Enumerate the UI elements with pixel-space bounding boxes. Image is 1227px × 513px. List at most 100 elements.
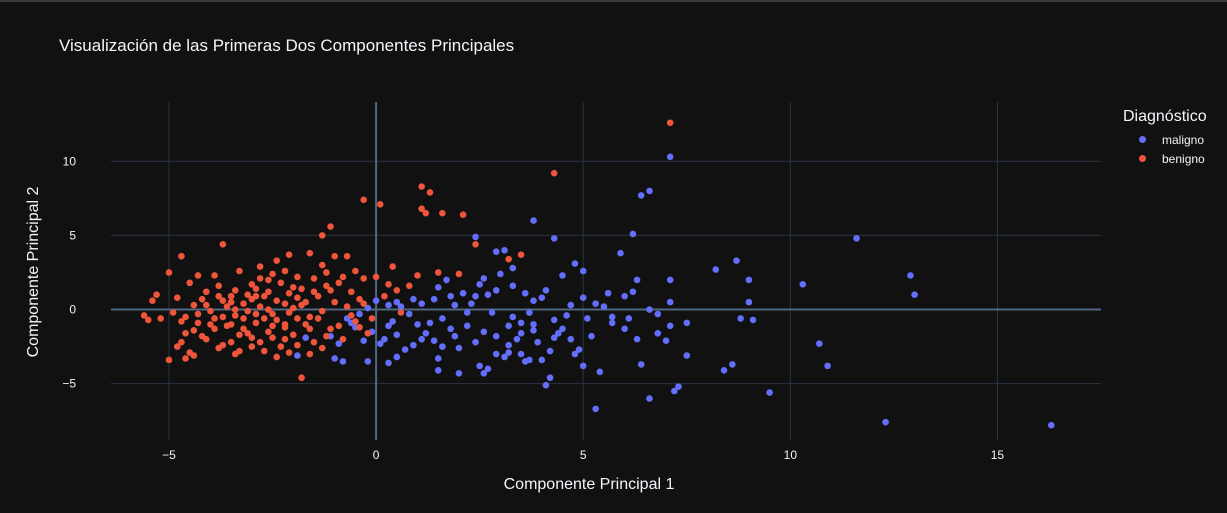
point-maligno	[356, 310, 363, 318]
point-maligno	[463, 322, 471, 330]
x-axis-ticks: −5 0 5 10 15	[162, 448, 1004, 462]
point-maligno	[480, 275, 488, 282]
point-maligno	[476, 362, 483, 370]
point-maligno	[339, 358, 347, 365]
point-maligno	[472, 338, 479, 346]
point-benigno	[269, 322, 276, 330]
point-maligno	[824, 362, 831, 370]
point-benigno	[298, 374, 305, 382]
point-benigno	[215, 344, 222, 352]
point-maligno	[637, 192, 645, 199]
point-maligno	[484, 365, 492, 373]
point-benigno	[173, 294, 181, 301]
point-benigno	[289, 284, 297, 291]
point-benigno	[227, 338, 235, 346]
y-tick-label: 10	[63, 154, 77, 168]
point-benigno	[248, 334, 256, 342]
point-maligno	[434, 355, 442, 362]
point-benigno	[347, 312, 355, 319]
point-benigno	[236, 331, 243, 339]
point-maligno	[546, 347, 554, 355]
point-benigno	[173, 343, 181, 350]
point-benigno	[306, 350, 314, 358]
point-benigno	[265, 306, 272, 313]
point-benigno	[347, 288, 355, 296]
point-benigno	[227, 298, 235, 306]
point-benigno	[356, 295, 363, 303]
point-benigno	[248, 343, 256, 350]
point-benigno	[331, 298, 338, 306]
point-benigno	[265, 276, 272, 284]
point-maligno	[625, 315, 633, 322]
point-benigno	[294, 294, 301, 301]
point-benigno	[223, 303, 231, 310]
point-maligno	[671, 387, 678, 395]
point-maligno	[853, 235, 860, 242]
point-benigno	[190, 352, 198, 359]
point-benigno	[310, 288, 318, 296]
point-benigno	[302, 321, 309, 328]
point-maligno	[385, 322, 392, 330]
point-benigno	[202, 301, 210, 309]
point-maligno	[455, 344, 463, 352]
point-benigno	[169, 309, 177, 316]
point-maligno	[907, 272, 914, 279]
point-maligno	[422, 329, 430, 337]
point-benigno	[269, 334, 276, 342]
point-maligno	[335, 340, 343, 347]
legend-item-maligno[interactable]: maligno	[1123, 130, 1207, 149]
point-benigno	[327, 223, 334, 230]
point-benigno	[244, 307, 251, 315]
point-benigno	[281, 267, 289, 275]
point-maligno	[455, 369, 463, 377]
point-maligno	[592, 300, 599, 307]
point-benigno	[281, 321, 289, 328]
point-benigno	[389, 263, 396, 270]
point-maligno	[745, 276, 753, 284]
point-maligno	[1047, 421, 1055, 429]
point-benigno	[393, 286, 401, 294]
point-benigno	[335, 279, 343, 287]
point-benigno	[277, 279, 285, 287]
point-maligno	[410, 341, 417, 349]
point-benigno	[439, 209, 446, 217]
point-benigno	[273, 316, 280, 324]
point-maligno	[749, 316, 757, 324]
point-maligno	[393, 298, 401, 306]
point-benigno	[310, 338, 318, 346]
point-benigno	[318, 344, 326, 352]
point-benigno	[356, 324, 363, 331]
point-benigno	[252, 310, 260, 318]
x-tick-label: 15	[991, 448, 1005, 462]
point-maligno	[683, 319, 691, 327]
point-maligno	[584, 315, 591, 322]
point-maligno	[401, 346, 409, 353]
x-tick-label: 0	[373, 448, 380, 462]
point-maligno	[505, 322, 512, 330]
point-benigno	[273, 353, 280, 361]
point-maligno	[575, 346, 583, 353]
point-benigno	[289, 304, 297, 312]
point-maligno	[492, 350, 500, 358]
point-maligno	[472, 292, 479, 300]
point-benigno	[219, 313, 227, 321]
legend-item-benigno[interactable]: benigno	[1123, 149, 1207, 168]
point-maligno	[517, 319, 525, 327]
point-benigno	[260, 347, 268, 355]
data-points	[140, 119, 1055, 429]
x-tick-label: 10	[784, 448, 798, 462]
point-benigno	[352, 267, 359, 275]
point-benigno	[231, 350, 239, 358]
point-benigno	[190, 301, 198, 309]
point-benigno	[381, 292, 388, 300]
point-maligno	[294, 352, 301, 359]
point-benigno	[285, 309, 293, 316]
point-benigno	[252, 285, 260, 293]
point-maligno	[712, 266, 720, 273]
point-benigno	[314, 315, 322, 322]
point-maligno	[517, 350, 525, 358]
point-maligno	[546, 374, 554, 382]
point-benigno	[223, 322, 231, 330]
point-maligno	[443, 276, 450, 284]
